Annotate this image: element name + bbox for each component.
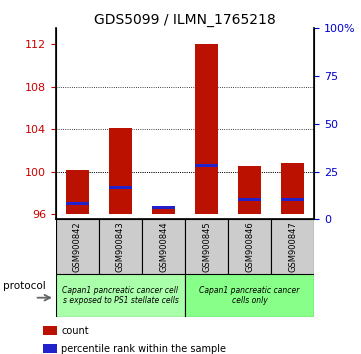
Text: GSM900844: GSM900844: [159, 222, 168, 272]
Bar: [228, 219, 271, 274]
Bar: [152, 206, 175, 214]
Bar: [109, 128, 132, 214]
Bar: [195, 44, 218, 214]
Text: GSM900845: GSM900845: [202, 222, 211, 272]
Bar: [109, 186, 132, 189]
Text: GSM900846: GSM900846: [245, 222, 254, 272]
Bar: [281, 198, 304, 201]
Text: count: count: [61, 326, 89, 336]
Title: GDS5099 / ILMN_1765218: GDS5099 / ILMN_1765218: [94, 13, 276, 27]
Bar: [185, 274, 314, 317]
Bar: [56, 274, 185, 317]
Bar: [142, 219, 185, 274]
Bar: [56, 219, 99, 274]
Bar: [66, 202, 89, 205]
Bar: [99, 219, 142, 274]
Bar: [281, 163, 304, 214]
Text: GSM900847: GSM900847: [288, 222, 297, 272]
Bar: [195, 164, 218, 167]
Bar: [43, 344, 57, 353]
Bar: [152, 206, 175, 209]
Text: GSM900843: GSM900843: [116, 222, 125, 272]
Text: Capan1 pancreatic cancer
cells only: Capan1 pancreatic cancer cells only: [199, 286, 300, 305]
Bar: [271, 219, 314, 274]
Text: Capan1 pancreatic cancer cell
s exposed to PS1 stellate cells: Capan1 pancreatic cancer cell s exposed …: [62, 286, 178, 305]
Bar: [66, 170, 89, 214]
Text: percentile rank within the sample: percentile rank within the sample: [61, 344, 226, 354]
Bar: [185, 219, 228, 274]
Text: protocol: protocol: [3, 281, 45, 291]
Bar: [238, 198, 261, 201]
Text: GSM900842: GSM900842: [73, 222, 82, 272]
Bar: [238, 166, 261, 214]
Bar: [43, 326, 57, 335]
